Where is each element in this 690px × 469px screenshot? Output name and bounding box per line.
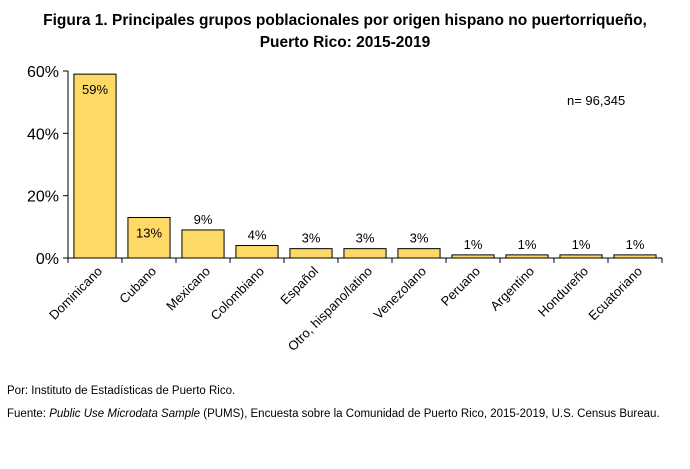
bar-chart: 0% 20% 40% 60% Dominicano Cubano MexicanoColo… [27, 64, 663, 354]
bars [73, 73, 657, 259]
source-rest: (PUMS), Encuesta sobre la Comunidad de P… [200, 408, 660, 420]
chart-title: Figura 1. Principales grupos poblacional… [0, 10, 690, 54]
sources: Por: Instituto de Estadísticas de Puerto… [7, 383, 677, 423]
category-label: Colombiano [207, 264, 267, 324]
bar [343, 248, 387, 259]
y-tick-label: 60% [27, 64, 59, 81]
data-label: 59% [82, 82, 108, 97]
y-tick-label: 40% [27, 126, 59, 143]
category-label: Hondureño [535, 264, 591, 320]
data-label: 1% [572, 237, 591, 252]
category-label: Español [277, 263, 321, 307]
data-label: 1% [626, 237, 645, 252]
category-label: Venezolano [370, 264, 429, 323]
bar [451, 254, 495, 259]
bar [181, 229, 225, 259]
category-label: Dominicano [46, 264, 105, 323]
sample-size-annotation: n= 96,345 [567, 93, 625, 108]
author-note: Por: Instituto de Estadísticas de Puerto… [7, 385, 236, 397]
source-italic: Public Use Microdata Sample [49, 408, 201, 420]
bar [73, 73, 117, 259]
bar [289, 248, 333, 259]
data-label: 3% [302, 231, 321, 246]
bar [613, 254, 657, 259]
data-label: 13% [136, 225, 162, 240]
bar [397, 248, 441, 259]
category-label: Argentino [487, 264, 537, 314]
bar [505, 254, 549, 259]
chart-title-line-1: Figura 1. Principales grupos poblacional… [43, 12, 647, 29]
bar [559, 254, 603, 259]
data-label: 3% [410, 231, 429, 246]
source-note: Fuente: Public Use Microdata Sample (PUM… [7, 406, 677, 423]
data-label: 1% [464, 237, 483, 252]
category-label: Peruano [438, 264, 483, 309]
data-label: 3% [356, 231, 375, 246]
data-label: 1% [518, 237, 537, 252]
bar [235, 245, 279, 259]
y-axis: 0% 20% 40% 60% [27, 64, 69, 268]
y-tick-label: 0% [36, 251, 59, 268]
bar [127, 216, 171, 259]
data-label: 4% [248, 228, 267, 243]
category-label: Cubano [116, 264, 159, 307]
data-label: 9% [194, 212, 213, 227]
chart-title-line-2: Puerto Rico: 2015-2019 [259, 34, 431, 51]
data-labels: 59% 13% 9% 4% 3% 3% 3% 1% 1% 1% 1% [82, 82, 645, 252]
category-label: Mexicano [163, 264, 213, 314]
y-tick-label: 20% [27, 189, 59, 206]
source-prefix: Fuente: [7, 408, 50, 420]
category-label: Ecuatoriano [585, 264, 645, 324]
